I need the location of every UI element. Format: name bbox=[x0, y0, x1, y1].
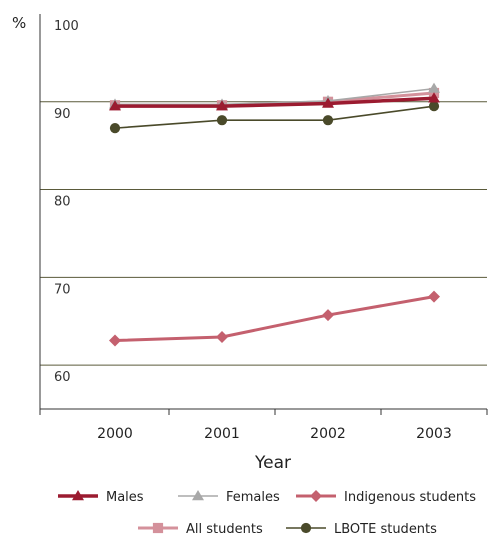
legend-marker-lbote-students bbox=[300, 522, 312, 534]
legend-item-lbote-students: LBOTE students bbox=[286, 522, 437, 537]
gridlines bbox=[40, 101, 487, 366]
data-point-indigenous-students-2000 bbox=[109, 334, 121, 347]
data-point-males-2002 bbox=[322, 97, 334, 108]
data-point-males-2003 bbox=[428, 92, 440, 103]
x-tick-label-2002: 2002 bbox=[310, 426, 346, 442]
series-line-indigenous-students bbox=[114, 295, 435, 343]
series-indigenous-students bbox=[109, 290, 440, 347]
legend-item-all-students: All students bbox=[138, 522, 263, 537]
data-point-indigenous-students-2002 bbox=[322, 309, 334, 322]
series-line-females bbox=[115, 87, 435, 106]
data-point-lbote-students-2003 bbox=[428, 101, 440, 112]
series-males bbox=[109, 92, 440, 111]
y-tick-labels: 60 70 80 90 100 bbox=[54, 19, 79, 385]
data-point-indigenous-students-2001 bbox=[216, 331, 228, 344]
y-tick-label-90: 90 bbox=[54, 107, 71, 122]
legend-item-males: Males bbox=[58, 490, 144, 505]
data-point-lbote-students-2001 bbox=[216, 115, 228, 126]
legend-marker-indigenous-students bbox=[310, 490, 322, 502]
x-tick-label-2003: 2003 bbox=[416, 426, 452, 442]
x-axis-label: Year bbox=[254, 453, 291, 473]
y-tick-label-60: 60 bbox=[54, 370, 71, 385]
legend: Males Females Indigenous students All stude… bbox=[58, 490, 476, 537]
series-lbote-students bbox=[109, 101, 440, 134]
series-line-lbote-students bbox=[114, 105, 435, 129]
data-point-indigenous-students-2003 bbox=[428, 290, 440, 303]
series-line-males bbox=[115, 96, 435, 108]
legend-label-males: Males bbox=[106, 490, 144, 505]
legend-marker-males bbox=[72, 490, 84, 501]
legend-item-indigenous-students: Indigenous students bbox=[296, 490, 476, 505]
data-point-lbote-students-2002 bbox=[322, 115, 334, 126]
y-tick-label-100: 100 bbox=[54, 19, 79, 34]
legend-label-all-students: All students bbox=[186, 522, 263, 537]
legend-marker-all-students bbox=[152, 522, 164, 534]
x-tick-label-2001: 2001 bbox=[204, 426, 240, 442]
data-point-males-2001 bbox=[216, 100, 228, 111]
legend-marker-females bbox=[192, 490, 204, 501]
series-lines bbox=[109, 82, 440, 347]
y-tick-label-70: 70 bbox=[54, 282, 71, 297]
legend-label-lbote-students: LBOTE students bbox=[334, 522, 437, 537]
x-tick-labels: 2000 2001 2002 2003 bbox=[97, 426, 452, 442]
data-point-lbote-students-2000 bbox=[109, 123, 121, 134]
y-tick-label-80: 80 bbox=[54, 195, 71, 210]
y-axis-label: % bbox=[12, 14, 26, 32]
legend-item-females: Females bbox=[178, 490, 280, 505]
x-tick-label-2000: 2000 bbox=[97, 426, 133, 442]
axes bbox=[39, 14, 488, 415]
data-point-males-2000 bbox=[109, 100, 121, 111]
data-point-females-2003 bbox=[428, 82, 440, 93]
legend-label-females: Females bbox=[226, 490, 280, 505]
legend-label-indigenous-students: Indigenous students bbox=[344, 490, 476, 505]
